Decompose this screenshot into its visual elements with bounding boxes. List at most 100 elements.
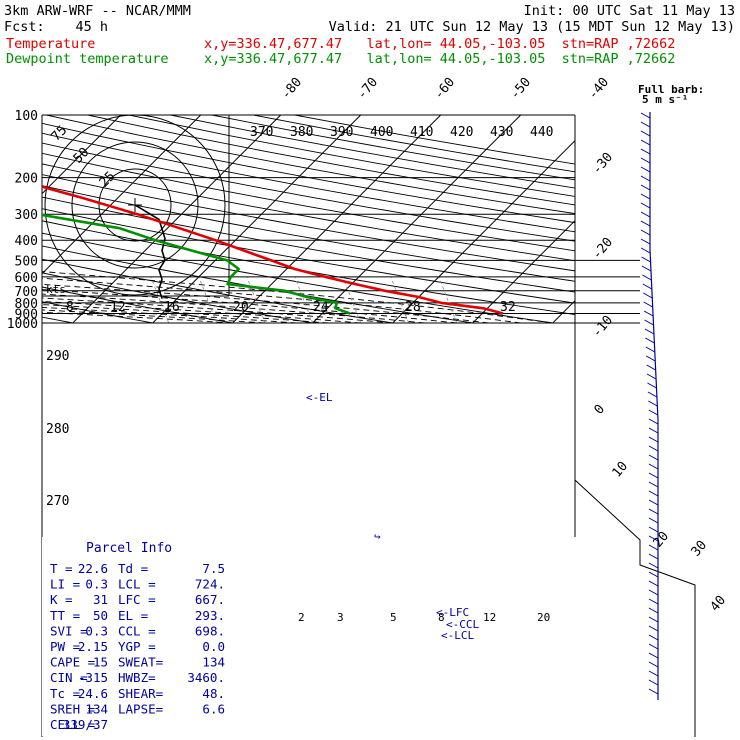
- isotherm-label: 0: [592, 402, 609, 418]
- theta-label: 380: [290, 125, 313, 140]
- parcel-info-cell: 134: [202, 655, 225, 670]
- mixing-ratio-label: 12: [110, 300, 126, 315]
- wind-barb: [640, 139, 651, 146]
- wind-barb: [640, 238, 651, 245]
- parcel-info-cell: Td =: [118, 561, 148, 576]
- wind-barb: [648, 670, 659, 677]
- mixing-ratio-low-label: 20: [537, 611, 550, 624]
- wind-barb: [641, 256, 651, 263]
- hodograph-ring-50: [71, 141, 199, 269]
- pressure-tick-label: 1000: [7, 317, 38, 332]
- pressure-tick-label: 400: [15, 234, 38, 249]
- wind-barb: [642, 274, 652, 281]
- parcel-info-cell: CELL =: [50, 717, 95, 732]
- parcel-info-cell: 698.: [195, 623, 225, 638]
- parcel-info-cell: 22.6: [78, 561, 108, 576]
- dewpoint-legend-info: x,y=336.47,677.47 lat,lon= 44.05,-103.05…: [204, 51, 675, 67]
- wind-barb: [648, 535, 659, 542]
- wind-barb: [648, 652, 659, 659]
- wind-barb: [648, 454, 659, 461]
- parcel-info-title: Parcel Info: [86, 541, 172, 556]
- dry-adiabat-line: [42, 232, 553, 324]
- mixing-ratio-label: 8: [66, 300, 74, 315]
- parcel-info-cell: 0.3: [85, 577, 108, 592]
- moist-adiabat-line: [42, 271, 553, 324]
- temperature-trace: [42, 185, 504, 315]
- lcl-marker: <-LCL: [441, 629, 474, 642]
- theta-label: 430: [490, 125, 513, 140]
- dry-adiabat-line: [87, 115, 575, 206]
- wind-barb: [640, 112, 651, 119]
- wind-barb: [648, 661, 659, 668]
- isotherm-label: 10: [610, 459, 632, 481]
- parcel-info-cell: LFC =: [118, 592, 156, 607]
- wind-barb: [648, 472, 659, 479]
- wind-barb-column: [640, 112, 659, 700]
- mixing-ratio-low-label: 5: [390, 611, 397, 624]
- mixing-ratio-label: 28: [405, 300, 421, 315]
- parcel-info-cell: PW =: [50, 639, 80, 654]
- frame-right-lower: [574, 115, 696, 737]
- parcel-info-cell: SWEAT=: [118, 655, 163, 670]
- mixing-ratio-line: [342, 276, 362, 324]
- parcel-info-cell: 3460.: [187, 670, 225, 685]
- wind-barb: [644, 319, 654, 326]
- wind-barb: [648, 553, 659, 560]
- wind-barb: [648, 463, 659, 470]
- wind-barb: [648, 562, 659, 569]
- wind-barb: [645, 355, 656, 362]
- isotherm-label: 40: [708, 593, 730, 615]
- wind-barb: [648, 499, 659, 506]
- dry-adiabat-line: [42, 152, 575, 252]
- dry-adiabat-line: [42, 142, 575, 242]
- isotherm-line: [472, 219, 575, 324]
- parcel-info-cell: 6.6: [202, 701, 225, 716]
- model-title: 3km ARW-WRF -- NCAR/MMM: [4, 3, 191, 19]
- dewpoint-trace: [42, 213, 351, 315]
- wind-barb: [648, 571, 659, 578]
- parcel-info-cell: 293.: [195, 608, 225, 623]
- parcel-info-cell: SHEAR=: [118, 686, 163, 701]
- parcel-info-cell: LCL =: [118, 577, 156, 592]
- isotherm-label: -40: [586, 75, 613, 103]
- wind-barb: [648, 544, 659, 551]
- valid-time: Valid: 21 UTC Sun 12 May 13 (15 MDT Sun …: [329, 19, 735, 35]
- mixing-ratio-label: 24: [313, 300, 329, 315]
- wind-barb: [640, 202, 651, 209]
- isotherm-line: [42, 115, 122, 195]
- wind-barb: [648, 589, 659, 596]
- mixing-ratio-line: [294, 276, 314, 324]
- pressure-tick-label: 600: [15, 271, 38, 286]
- parcel-info-cell: 48.: [202, 686, 225, 701]
- isotherm-line: [552, 299, 575, 324]
- mixing-ratio-low-label: 8: [438, 611, 445, 624]
- parcel-info-cell: HWBZ=: [118, 670, 156, 685]
- parcel-info-cell: 24.6: [78, 686, 108, 701]
- wind-barb: [648, 607, 659, 614]
- wind-barb: [648, 508, 659, 515]
- isotherm-line: [312, 115, 522, 324]
- parcel-info-cell: 15: [93, 655, 108, 670]
- parcel-info-cell: 0.0: [202, 639, 225, 654]
- parcel-info-cell: 134: [85, 701, 108, 716]
- isotherm-label: -80: [279, 75, 306, 103]
- wind-barb: [646, 364, 656, 371]
- hodograph-trace: [134, 204, 166, 299]
- wind-barb: [648, 526, 659, 533]
- isotherm-label: -20: [590, 235, 617, 263]
- moist-adiabat-line: [42, 304, 329, 324]
- pressure-tick-label: 800: [15, 297, 38, 312]
- wind-barb: [640, 193, 651, 200]
- wind-barb: [648, 436, 659, 443]
- init-time: Init: 00 UTC Sat 11 May 13: [524, 3, 735, 19]
- theta-side-label: 290: [46, 349, 69, 364]
- isotherm-line: [713, 115, 740, 323]
- isotherm-label: 30: [689, 538, 711, 560]
- theta-label: 370: [250, 125, 273, 140]
- mixing-ratio-label: 16: [164, 300, 180, 315]
- parcel-info-cell: K =: [50, 592, 73, 607]
- el-marker: <-EL: [306, 391, 333, 404]
- pressure-tick-label: 500: [15, 254, 38, 269]
- wind-barb: [643, 292, 653, 299]
- dry-adiabat-line: [42, 245, 473, 324]
